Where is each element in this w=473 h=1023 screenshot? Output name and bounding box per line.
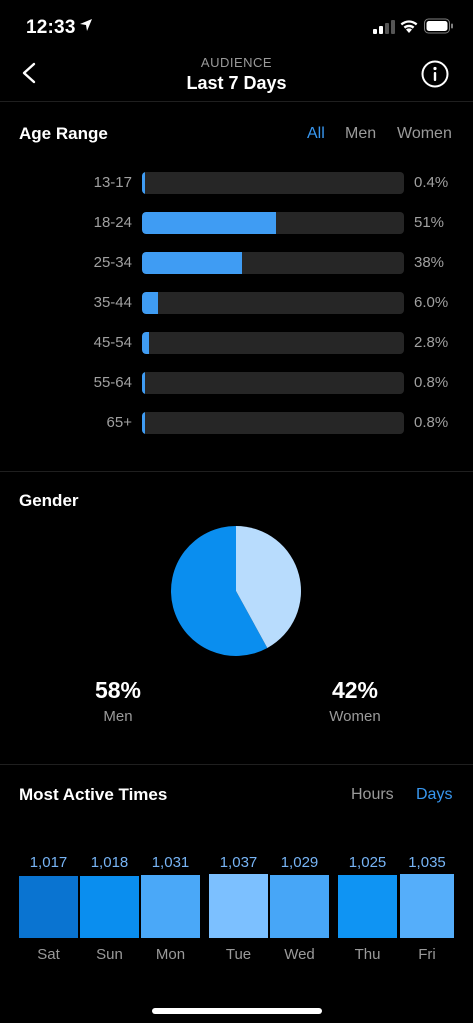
- day-label: Wed: [284, 946, 315, 963]
- day-column: 1,035 Fri: [400, 850, 454, 963]
- location-arrow-icon: [80, 19, 92, 31]
- age-label: 35-44: [93, 294, 132, 311]
- day-value-label: 1,035: [408, 854, 446, 871]
- age-bar-fill: [142, 212, 276, 234]
- day-bar: [80, 876, 139, 938]
- gender-title: Gender: [19, 491, 79, 510]
- header-title: Last 7 Days: [186, 73, 287, 93]
- age-value: 2.8%: [414, 334, 449, 351]
- age-row: 13-17 0.4%: [0, 171, 473, 195]
- gender-pie-slice-women: [236, 526, 301, 648]
- day-column: 1,017 Sat: [19, 850, 78, 963]
- day-label: Sat: [37, 946, 60, 963]
- age-bar-fill: [142, 412, 145, 434]
- day-label: Thu: [354, 946, 381, 963]
- day-bar: [400, 874, 454, 938]
- age-bar-track: [142, 372, 404, 394]
- age-label: 25-34: [93, 254, 132, 271]
- day-column: 1,025 Thu: [338, 850, 397, 963]
- age-bar-track: [142, 252, 404, 274]
- age-row: 18-24 51%: [0, 211, 473, 235]
- active-times-hours-tab[interactable]: Hours: [351, 786, 394, 803]
- age-bar-track: [142, 172, 404, 194]
- age-value: 51%: [414, 214, 445, 231]
- day-bar: [19, 876, 78, 938]
- age-row: 25-34 38%: [0, 251, 473, 275]
- age-filter-women-tab[interactable]: Women: [397, 125, 452, 142]
- age-bar-fill: [142, 172, 145, 194]
- cellular-signal-icon: [373, 20, 395, 34]
- age-value: 0.8%: [414, 374, 449, 391]
- age-bar-fill: [142, 292, 158, 314]
- age-filter-men-tab[interactable]: Men: [345, 125, 377, 142]
- day-label: Tue: [225, 946, 252, 963]
- day-bar: [141, 874, 200, 938]
- age-value: 0.4%: [414, 174, 449, 191]
- day-bar: [270, 874, 329, 938]
- age-bar-track: [142, 212, 404, 234]
- day-bar: [209, 874, 268, 938]
- day-column: 1,037 Tue: [209, 850, 268, 963]
- men-percentage: 58%: [94, 677, 142, 703]
- day-bar: [338, 875, 397, 938]
- day-value-label: 1,018: [90, 854, 129, 871]
- status-time: 12:33: [26, 17, 76, 38]
- age-label: 13-17: [93, 174, 132, 191]
- age-bar-track: [142, 292, 404, 314]
- active-times-title: Most Active Times: [19, 785, 168, 804]
- age-label: 65+: [106, 414, 132, 431]
- day-label: Fri: [418, 946, 436, 963]
- age-value: 6.0%: [414, 294, 449, 311]
- day-value-label: 1,025: [348, 854, 387, 871]
- age-label: 55-64: [93, 374, 132, 391]
- day-column: 1,029 Wed: [270, 850, 329, 963]
- age-value: 0.8%: [414, 414, 449, 431]
- section-divider: [0, 764, 473, 765]
- gender-pie-slice-men: [170, 526, 268, 656]
- back-chevron-icon[interactable]: [14, 58, 44, 88]
- age-bar-fill: [142, 332, 150, 354]
- day-value-label: 1,037: [219, 854, 258, 871]
- age-range-title: Age Range: [19, 124, 108, 143]
- gender-pie-chart: [170, 526, 301, 656]
- day-label: Mon: [155, 946, 186, 963]
- age-label: 45-54: [93, 334, 132, 351]
- age-row: 65+ 0.8%: [0, 411, 473, 435]
- day-value-label: 1,031: [151, 854, 190, 871]
- age-bar-track: [142, 332, 404, 354]
- age-bar-fill: [142, 252, 242, 274]
- women-label: Women: [329, 708, 381, 725]
- home-indicator: [152, 1008, 322, 1014]
- section-divider: [0, 471, 473, 472]
- day-label: Sun: [96, 946, 123, 963]
- battery-icon: [424, 18, 453, 34]
- day-column: 1,018 Sun: [80, 850, 139, 963]
- age-filter-all-tab[interactable]: All: [307, 125, 325, 142]
- wifi-icon: [400, 20, 418, 33]
- header-kicker: AUDIENCE: [200, 55, 273, 70]
- age-row: 55-64 0.8%: [0, 371, 473, 395]
- day-value-label: 1,017: [29, 854, 68, 871]
- day-value-label: 1,029: [280, 854, 319, 871]
- men-label: Men: [103, 708, 133, 725]
- info-icon[interactable]: [421, 60, 449, 88]
- age-bar-fill: [142, 372, 145, 394]
- age-row: 45-54 2.8%: [0, 331, 473, 355]
- status-bar: 12:33: [0, 0, 473, 50]
- women-percentage: 42%: [331, 677, 379, 703]
- active-times-days-tab[interactable]: Days: [416, 786, 453, 803]
- day-column: 1,031 Mon: [141, 850, 200, 963]
- age-label: 18-24: [93, 214, 132, 231]
- age-value: 38%: [414, 254, 445, 271]
- nav-header: AUDIENCE Last 7 Days: [0, 50, 473, 102]
- age-bar-track: [142, 412, 404, 434]
- age-row: 35-44 6.0%: [0, 291, 473, 315]
